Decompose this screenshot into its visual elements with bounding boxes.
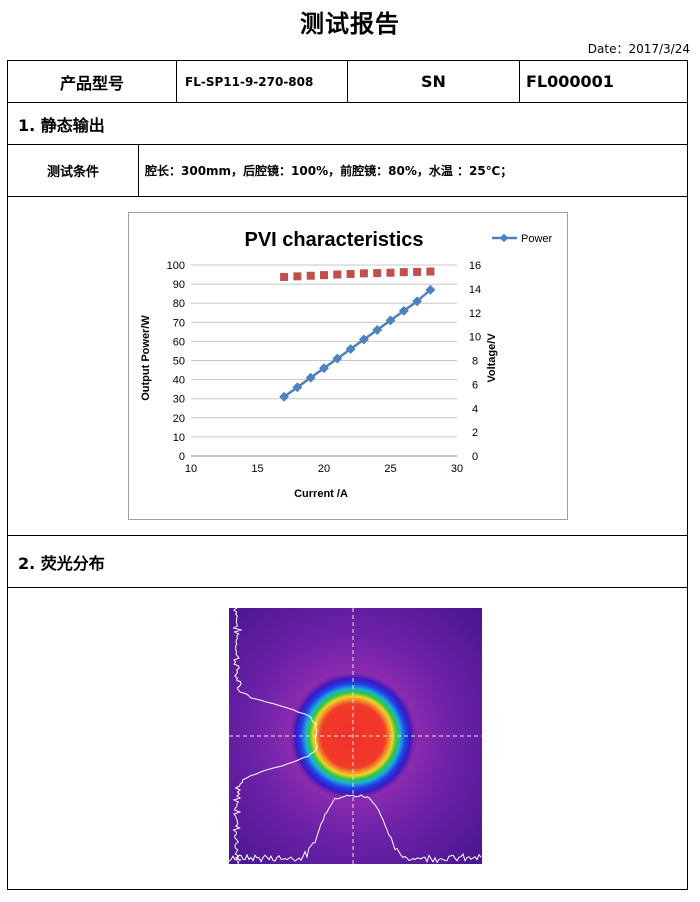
voltage-point: [293, 272, 302, 281]
voltage-point: [413, 267, 422, 276]
gridlines: [191, 264, 457, 457]
product-info-row: 产品型号 FL-SP11-9-270-808 SN FL000001: [8, 61, 687, 103]
power-point: [319, 363, 329, 374]
section-heading-static-output: 1. 静态输出: [8, 103, 687, 145]
y-tick-label: 60: [173, 336, 185, 348]
y2-tick-label: 14: [469, 284, 481, 296]
y2-tick-label: 6: [472, 379, 478, 391]
beam-profile-svg: [228, 607, 482, 865]
data-series: [279, 267, 436, 402]
x-tick-label: 10: [185, 463, 197, 475]
y-tick-label: 30: [173, 394, 185, 406]
legend-marker: [499, 233, 509, 243]
y-tick-label: 70: [173, 317, 185, 329]
y-tick-label: 20: [173, 413, 185, 425]
chart-area: PVI characteristics 0 10 20 30 40 50 60 70 80 90 1…: [8, 197, 687, 536]
y-tick-label: 0: [179, 451, 185, 463]
power-point: [372, 324, 383, 335]
x-tick-label: 15: [251, 463, 263, 475]
legend: Power: [492, 233, 553, 245]
voltage-point: [333, 270, 342, 279]
model-label: 产品型号: [8, 61, 177, 102]
power-series-line: [283, 288, 432, 398]
y2-tick-label: 16: [469, 260, 481, 272]
pvi-chart-svg: PVI characteristics 01020304050607080901…: [140, 229, 553, 500]
y-tick-label: 10: [173, 432, 185, 444]
section-heading-fluorescence: 2. 荧光分布: [8, 536, 687, 588]
x-axis-label: Current /A: [294, 488, 348, 500]
power-point: [345, 344, 356, 354]
voltage-point: [399, 268, 408, 277]
condition-label: 测试条件: [8, 145, 139, 196]
chart-title: PVI characteristics: [245, 229, 424, 251]
voltage-point: [373, 269, 382, 278]
voltage-point: [359, 269, 368, 278]
power-point: [279, 391, 290, 402]
voltage-point: [306, 271, 315, 280]
y2-tick-label: 10: [469, 332, 481, 344]
y2-tick-label: 8: [472, 356, 478, 368]
y2-tick-label: 12: [469, 308, 481, 320]
x-tick-label: 20: [318, 463, 330, 475]
power-point: [332, 353, 343, 364]
y-tick-label: 90: [173, 279, 185, 291]
x-tick-label: 30: [451, 463, 463, 475]
condition-value: 腔长：300mm，后腔镜：100%，前腔镜：80%，水温 ：25℃；: [145, 164, 513, 178]
power-point: [305, 372, 316, 383]
y2-tick-label: 2: [472, 427, 478, 439]
voltage-point: [346, 269, 355, 278]
report-table: 产品型号 FL-SP11-9-270-808 SN FL000001 1. 静态…: [7, 60, 688, 890]
horizontal-intensity-profile: [228, 794, 482, 864]
y2-tick-label: 0: [472, 451, 478, 463]
legend-label: Power: [521, 233, 553, 245]
beam-profile-image: [228, 607, 482, 865]
voltage-point: [320, 271, 328, 280]
y2-axis-label: Voltage/V: [486, 333, 498, 383]
x-tick-label: 25: [384, 463, 396, 475]
power-point: [292, 382, 303, 393]
power-point: [425, 284, 436, 295]
vertical-intensity-profile: [232, 607, 318, 865]
report-date: Date：2017/3/24: [587, 42, 690, 56]
sn-label: SN: [348, 61, 520, 102]
y-tick-label: 40: [173, 375, 185, 387]
pvi-chart: PVI characteristics 0 10 20 30 40 50 60 70 80 90 1…: [128, 212, 568, 520]
sn-value: FL000001: [526, 72, 614, 91]
y-tick-label: 50: [173, 356, 185, 368]
voltage-point: [426, 267, 435, 276]
y-tick-label: 80: [173, 298, 185, 310]
y-axis-label: Output Power/W: [140, 315, 152, 401]
model-value: FL-SP11-9-270-808: [177, 61, 348, 102]
test-condition-row: 测试条件 腔长：300mm，后腔镜：100%，前腔镜：80%，水温 ：25℃；: [8, 145, 687, 197]
voltage-point: [280, 272, 289, 281]
y-tick-label: 100: [167, 260, 185, 272]
beam-image-area: [8, 588, 687, 889]
voltage-point: [386, 268, 395, 277]
report-title: 测试报告: [300, 10, 400, 38]
y2-tick-label: 4: [472, 403, 478, 415]
power-point: [385, 315, 396, 326]
